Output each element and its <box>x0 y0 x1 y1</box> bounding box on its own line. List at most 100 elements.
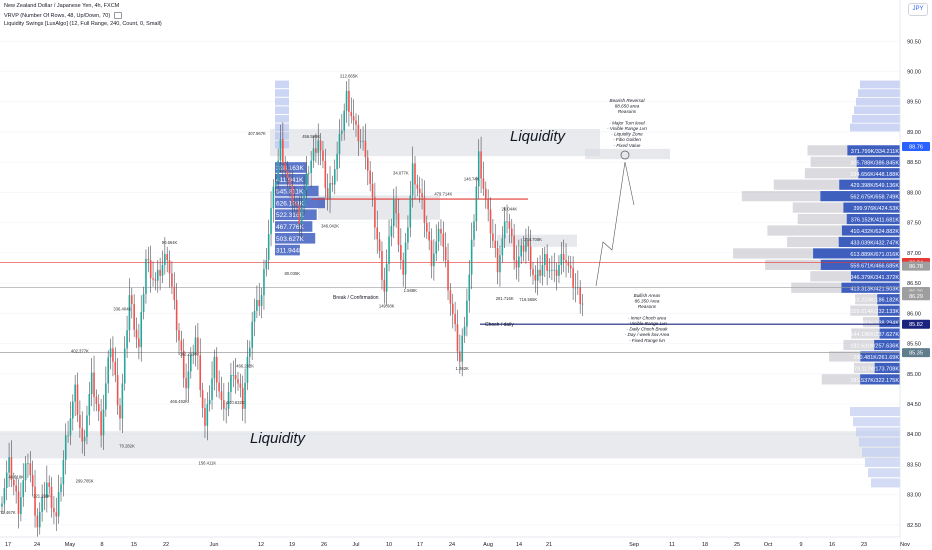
candle-body <box>227 391 230 409</box>
candle-body <box>558 264 560 276</box>
candle-body <box>522 245 525 252</box>
time-tick-label: 24 <box>34 542 40 548</box>
eye-icon[interactable] <box>113 12 122 19</box>
candle-body <box>274 182 277 187</box>
candle-body <box>159 269 161 276</box>
candle-body <box>456 324 459 352</box>
candle-body <box>48 482 50 487</box>
swing-label: 336.404K <box>113 306 131 311</box>
candle-body <box>67 435 69 437</box>
candle-body <box>341 130 343 134</box>
candle-body <box>527 240 530 247</box>
price-badge-label: 86.29 <box>909 294 923 300</box>
indicator-liquidity-swings[interactable]: Liquidity Swings [LuxAlgo] (12, Full Ran… <box>4 21 162 27</box>
price-candles <box>1 78 584 542</box>
candle-body <box>518 256 520 268</box>
candle-body <box>423 197 426 223</box>
price-tick-label: 86.00 <box>907 311 921 317</box>
candle-body <box>322 150 324 161</box>
choch-daily-label: Choch / daily <box>485 322 514 328</box>
candle-body <box>265 260 268 270</box>
vp-right-bar-up <box>838 236 900 248</box>
candle-body <box>123 348 126 384</box>
swing-label: 212.665K <box>340 74 358 79</box>
candle-body <box>331 183 334 185</box>
candle-body <box>223 400 225 409</box>
candle-body <box>395 198 397 214</box>
price-tick-label: 90.50 <box>907 39 921 45</box>
candle-body <box>402 259 404 275</box>
price-tick-label: 84.00 <box>907 432 921 438</box>
candle-body <box>404 242 407 275</box>
time-tick-label: 26 <box>321 542 327 548</box>
candle-body <box>267 234 270 261</box>
candle-body <box>173 286 176 301</box>
bullish-area-note: Reasons <box>638 304 657 309</box>
candle-body <box>390 225 393 237</box>
liquidity-zones <box>0 128 900 459</box>
swing-label: 272.467K <box>0 510 16 515</box>
candle-body <box>38 511 41 528</box>
candle-body <box>199 355 202 391</box>
candle-body <box>364 140 367 158</box>
vp-right-label: 281.537K/322.175K <box>850 378 899 384</box>
candle-body <box>303 189 305 207</box>
candle-body <box>433 253 435 267</box>
vp-left-bar <box>275 244 300 256</box>
vp-right-bar-down <box>773 179 840 190</box>
time-tick-label: 8 <box>100 542 103 548</box>
swing-label: 456.599K <box>302 134 320 139</box>
candle-body <box>140 312 143 348</box>
vp-left-label: 398.163K <box>276 165 304 172</box>
candle-body <box>211 378 213 400</box>
time-axis[interactable]: 17 24 May 8 15 22 Jun 12 19 26 Jul 10 17 24 Aug 14 21 Sep… <box>0 536 910 550</box>
candle-body <box>444 246 447 261</box>
vp-right-bar-down <box>767 225 842 236</box>
candle-body <box>428 231 430 241</box>
candle-body <box>475 186 478 222</box>
candle-body <box>319 140 322 151</box>
candle-body <box>3 488 6 504</box>
candle-body <box>284 163 286 171</box>
vp-right-bar-up <box>878 305 900 316</box>
vp-right-bar-lower <box>853 417 900 427</box>
candle-body <box>258 300 261 307</box>
swing-label: 1.568K <box>404 288 417 293</box>
price-tick-label: 85.00 <box>907 372 921 378</box>
swing-label: 26.044K <box>502 207 518 212</box>
candle-body <box>329 183 331 199</box>
vp-right-bar-lower <box>871 478 900 488</box>
currency-badge[interactable]: JPY <box>908 3 928 16</box>
time-tick-label: 23 <box>861 542 867 548</box>
vp-right-bar-lower <box>856 427 900 437</box>
price-axis[interactable]: 82.50 83.00 83.50 84.00 84.50 85.00 85.50 86.00… <box>899 0 932 550</box>
indicator-vrvp[interactable]: VRVP (Number Of Rows, 48, Up/Down, 70) <box>4 12 122 19</box>
candle-body <box>392 198 395 226</box>
price-tick-label: 87.50 <box>907 221 921 227</box>
time-tick-label: 14 <box>516 542 522 548</box>
candle-body <box>76 384 79 415</box>
candle-body <box>190 354 192 372</box>
symbol-title[interactable]: New Zealand Dollar / Japanese Yen, 4h, F… <box>4 3 119 9</box>
candle-body <box>131 295 133 304</box>
candle-body <box>13 479 15 486</box>
candle-body <box>164 254 166 265</box>
candle-body <box>459 351 461 362</box>
price-tick-label: 89.50 <box>907 100 921 106</box>
vp-left-bar <box>275 185 319 197</box>
volume-profile-right: 371.799K/334.211K 305.788K/386.845K 294.65… <box>733 80 900 488</box>
vp-right-bar-down <box>853 362 875 374</box>
candle-body <box>156 269 159 281</box>
candle-body <box>338 133 341 154</box>
candle-body <box>569 265 572 269</box>
candle-body <box>175 300 178 331</box>
price-tick-label: 90.00 <box>907 70 921 76</box>
vp-right-bar-up <box>874 339 900 351</box>
candle-body <box>244 382 246 409</box>
candle-body <box>525 240 527 252</box>
time-tick-label: 21 <box>546 542 552 548</box>
candle-body <box>461 335 463 362</box>
swing-label: 402.377K <box>71 349 89 354</box>
price-badge <box>902 348 930 358</box>
